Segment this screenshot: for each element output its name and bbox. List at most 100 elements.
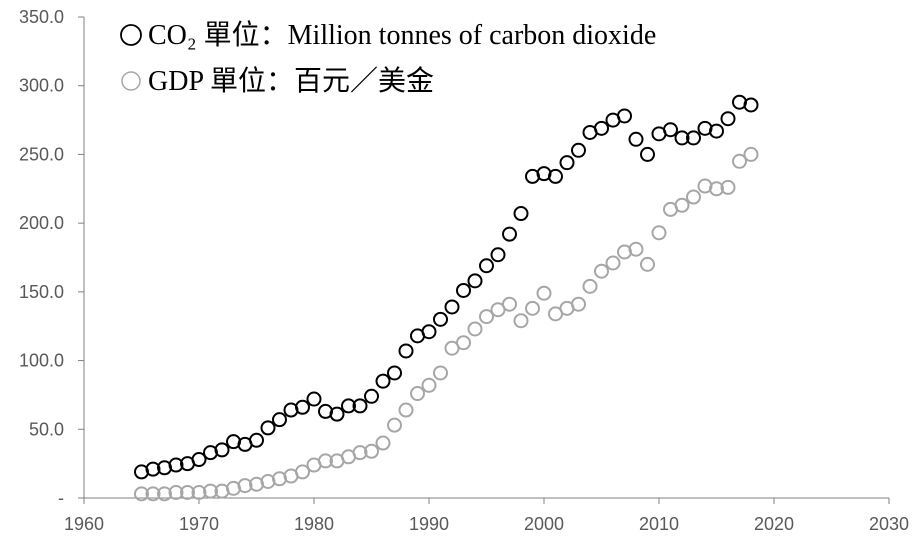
data-point xyxy=(513,313,529,329)
x-tick-label: 1990 xyxy=(409,514,449,534)
y-tick-label: 150.0 xyxy=(19,282,64,302)
data-point xyxy=(433,365,448,381)
y-tick-label: 200.0 xyxy=(19,213,64,233)
data-point xyxy=(145,461,161,477)
data-point xyxy=(352,445,368,461)
data-point xyxy=(663,122,678,138)
legend-label-gdp: GDP 單位：百元／美金 xyxy=(148,65,434,97)
data-point xyxy=(686,189,701,205)
series-co xyxy=(134,94,759,480)
x-tick-label: 2030 xyxy=(869,514,909,534)
data-point xyxy=(628,241,644,257)
data-point xyxy=(134,486,149,502)
data-point xyxy=(456,282,471,298)
data-point xyxy=(433,311,448,327)
data-point xyxy=(674,130,690,146)
data-point xyxy=(571,142,586,158)
data-point xyxy=(341,398,356,414)
data-point xyxy=(479,309,494,325)
data-point xyxy=(743,146,759,162)
data-point xyxy=(375,373,391,389)
data-point xyxy=(617,108,632,124)
data-point xyxy=(571,296,586,312)
data-point xyxy=(479,258,494,274)
data-point xyxy=(502,296,517,312)
data-point xyxy=(272,412,287,428)
x-tick-label: 1980 xyxy=(294,514,334,534)
data-point xyxy=(364,388,379,404)
data-point xyxy=(640,256,655,272)
data-point xyxy=(387,417,402,433)
data-point xyxy=(732,153,747,169)
data-point xyxy=(444,299,460,315)
data-point xyxy=(421,377,437,393)
data-point xyxy=(387,365,402,381)
y-tick-label: 350.0 xyxy=(19,7,64,27)
x-tick-label: 2010 xyxy=(639,514,679,534)
data-point xyxy=(329,406,345,422)
data-point xyxy=(467,321,483,337)
data-point xyxy=(743,97,759,113)
data-point xyxy=(605,255,621,271)
data-point xyxy=(594,120,609,136)
data-point xyxy=(502,226,517,242)
data-point xyxy=(168,457,184,473)
data-point xyxy=(456,335,471,351)
data-point xyxy=(375,435,391,451)
data-point xyxy=(249,432,264,448)
data-point xyxy=(145,486,161,502)
data-point xyxy=(421,324,437,340)
data-point xyxy=(594,263,609,279)
data-point xyxy=(191,452,207,468)
data-points xyxy=(134,94,759,502)
data-point xyxy=(352,398,368,414)
data-point xyxy=(628,131,644,147)
x-tick-label: 1970 xyxy=(179,514,219,534)
data-point xyxy=(157,486,172,502)
y-tick-label: 300.0 xyxy=(19,76,64,96)
data-point xyxy=(214,442,230,458)
x-tick-label: 2000 xyxy=(524,514,564,534)
data-point xyxy=(548,168,563,184)
y-tick-label: 250.0 xyxy=(19,144,64,164)
series-gdp xyxy=(134,146,759,502)
data-point xyxy=(525,300,540,316)
legend-label-co2: CO₂ 單位：Million tonnes of carbon dioxide xyxy=(148,19,656,51)
legend: CO₂ 單位：Million tonnes of carbon dioxide … xyxy=(120,19,656,97)
data-point xyxy=(295,464,310,480)
x-tick-label: 2020 xyxy=(754,514,794,534)
data-point xyxy=(295,399,310,415)
data-point xyxy=(651,225,667,241)
data-point xyxy=(674,197,690,213)
data-point xyxy=(203,483,218,499)
data-point xyxy=(168,485,184,501)
data-point xyxy=(364,443,379,459)
data-point xyxy=(640,146,655,162)
legend-entry-gdp: GDP 單位：百元／美金 xyxy=(121,65,434,97)
legend-entry-co2: CO₂ 單位：Million tonnes of carbon dioxide xyxy=(120,19,656,51)
data-point xyxy=(490,247,506,263)
data-point xyxy=(513,206,529,222)
legend-marker-gdp xyxy=(121,71,141,91)
data-point xyxy=(398,402,414,418)
x-tick-label: 1960 xyxy=(64,514,104,534)
data-point xyxy=(306,391,322,407)
tick-labels: - 50.0 100.0 150.0 200.0 250.0 300.0 350.0 1960 1… xyxy=(19,7,909,534)
legend-marker-co2 xyxy=(120,24,142,46)
data-point xyxy=(398,343,414,359)
data-point xyxy=(582,278,598,294)
y-tick-label: - xyxy=(58,488,64,508)
data-point xyxy=(559,155,575,171)
data-point xyxy=(709,181,724,197)
data-point xyxy=(191,485,207,501)
data-point xyxy=(686,130,701,146)
data-point xyxy=(709,123,724,139)
data-point xyxy=(410,386,425,402)
data-point xyxy=(720,179,736,195)
data-point xyxy=(237,478,253,494)
data-point xyxy=(536,285,552,301)
data-point xyxy=(467,273,483,289)
y-tick-label: 100.0 xyxy=(19,351,64,371)
